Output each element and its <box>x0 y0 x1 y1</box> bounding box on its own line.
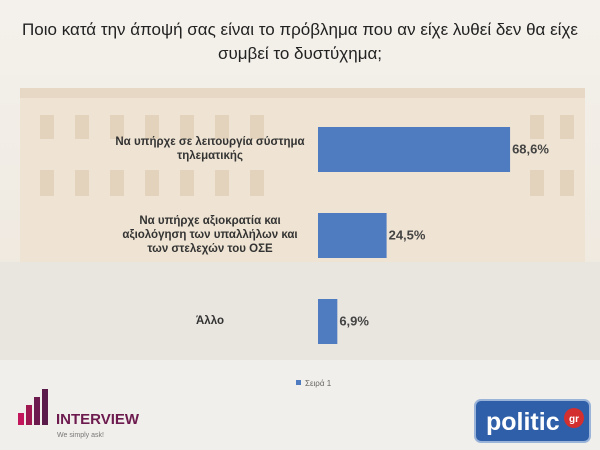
bar <box>318 299 338 344</box>
category-label: Να υπήρχε αξιοκρατία και αξιολόγηση των … <box>122 215 298 255</box>
logo-box <box>474 399 591 443</box>
logo-bar <box>18 413 24 425</box>
windows <box>40 115 574 196</box>
logo-bar <box>26 405 32 425</box>
logo-name: politic <box>486 408 560 436</box>
value-label: 68,6% <box>512 141 549 157</box>
bar <box>318 127 511 172</box>
chart-title: Ποιο κατά την άποψή σας είναι το πρόβλημ… <box>22 20 578 63</box>
logo-tagline: We simply ask! <box>57 432 104 439</box>
logo-dot <box>564 408 584 428</box>
category-label: Να υπήρχε σε λειτουργία σύστημα τηλεματι… <box>115 136 305 162</box>
legend-label: Σειρά 1 <box>305 379 332 388</box>
logo-name: INTERVIEW <box>56 411 140 428</box>
bar <box>318 213 387 258</box>
logo-bar <box>34 397 40 425</box>
logo-suffix: gr <box>569 414 579 425</box>
legend-swatch <box>296 380 301 385</box>
category-label: Άλλο <box>196 315 224 327</box>
value-label: 24,5% <box>388 227 426 243</box>
logo-bar <box>42 389 48 425</box>
value-label: 6,9% <box>339 313 369 329</box>
